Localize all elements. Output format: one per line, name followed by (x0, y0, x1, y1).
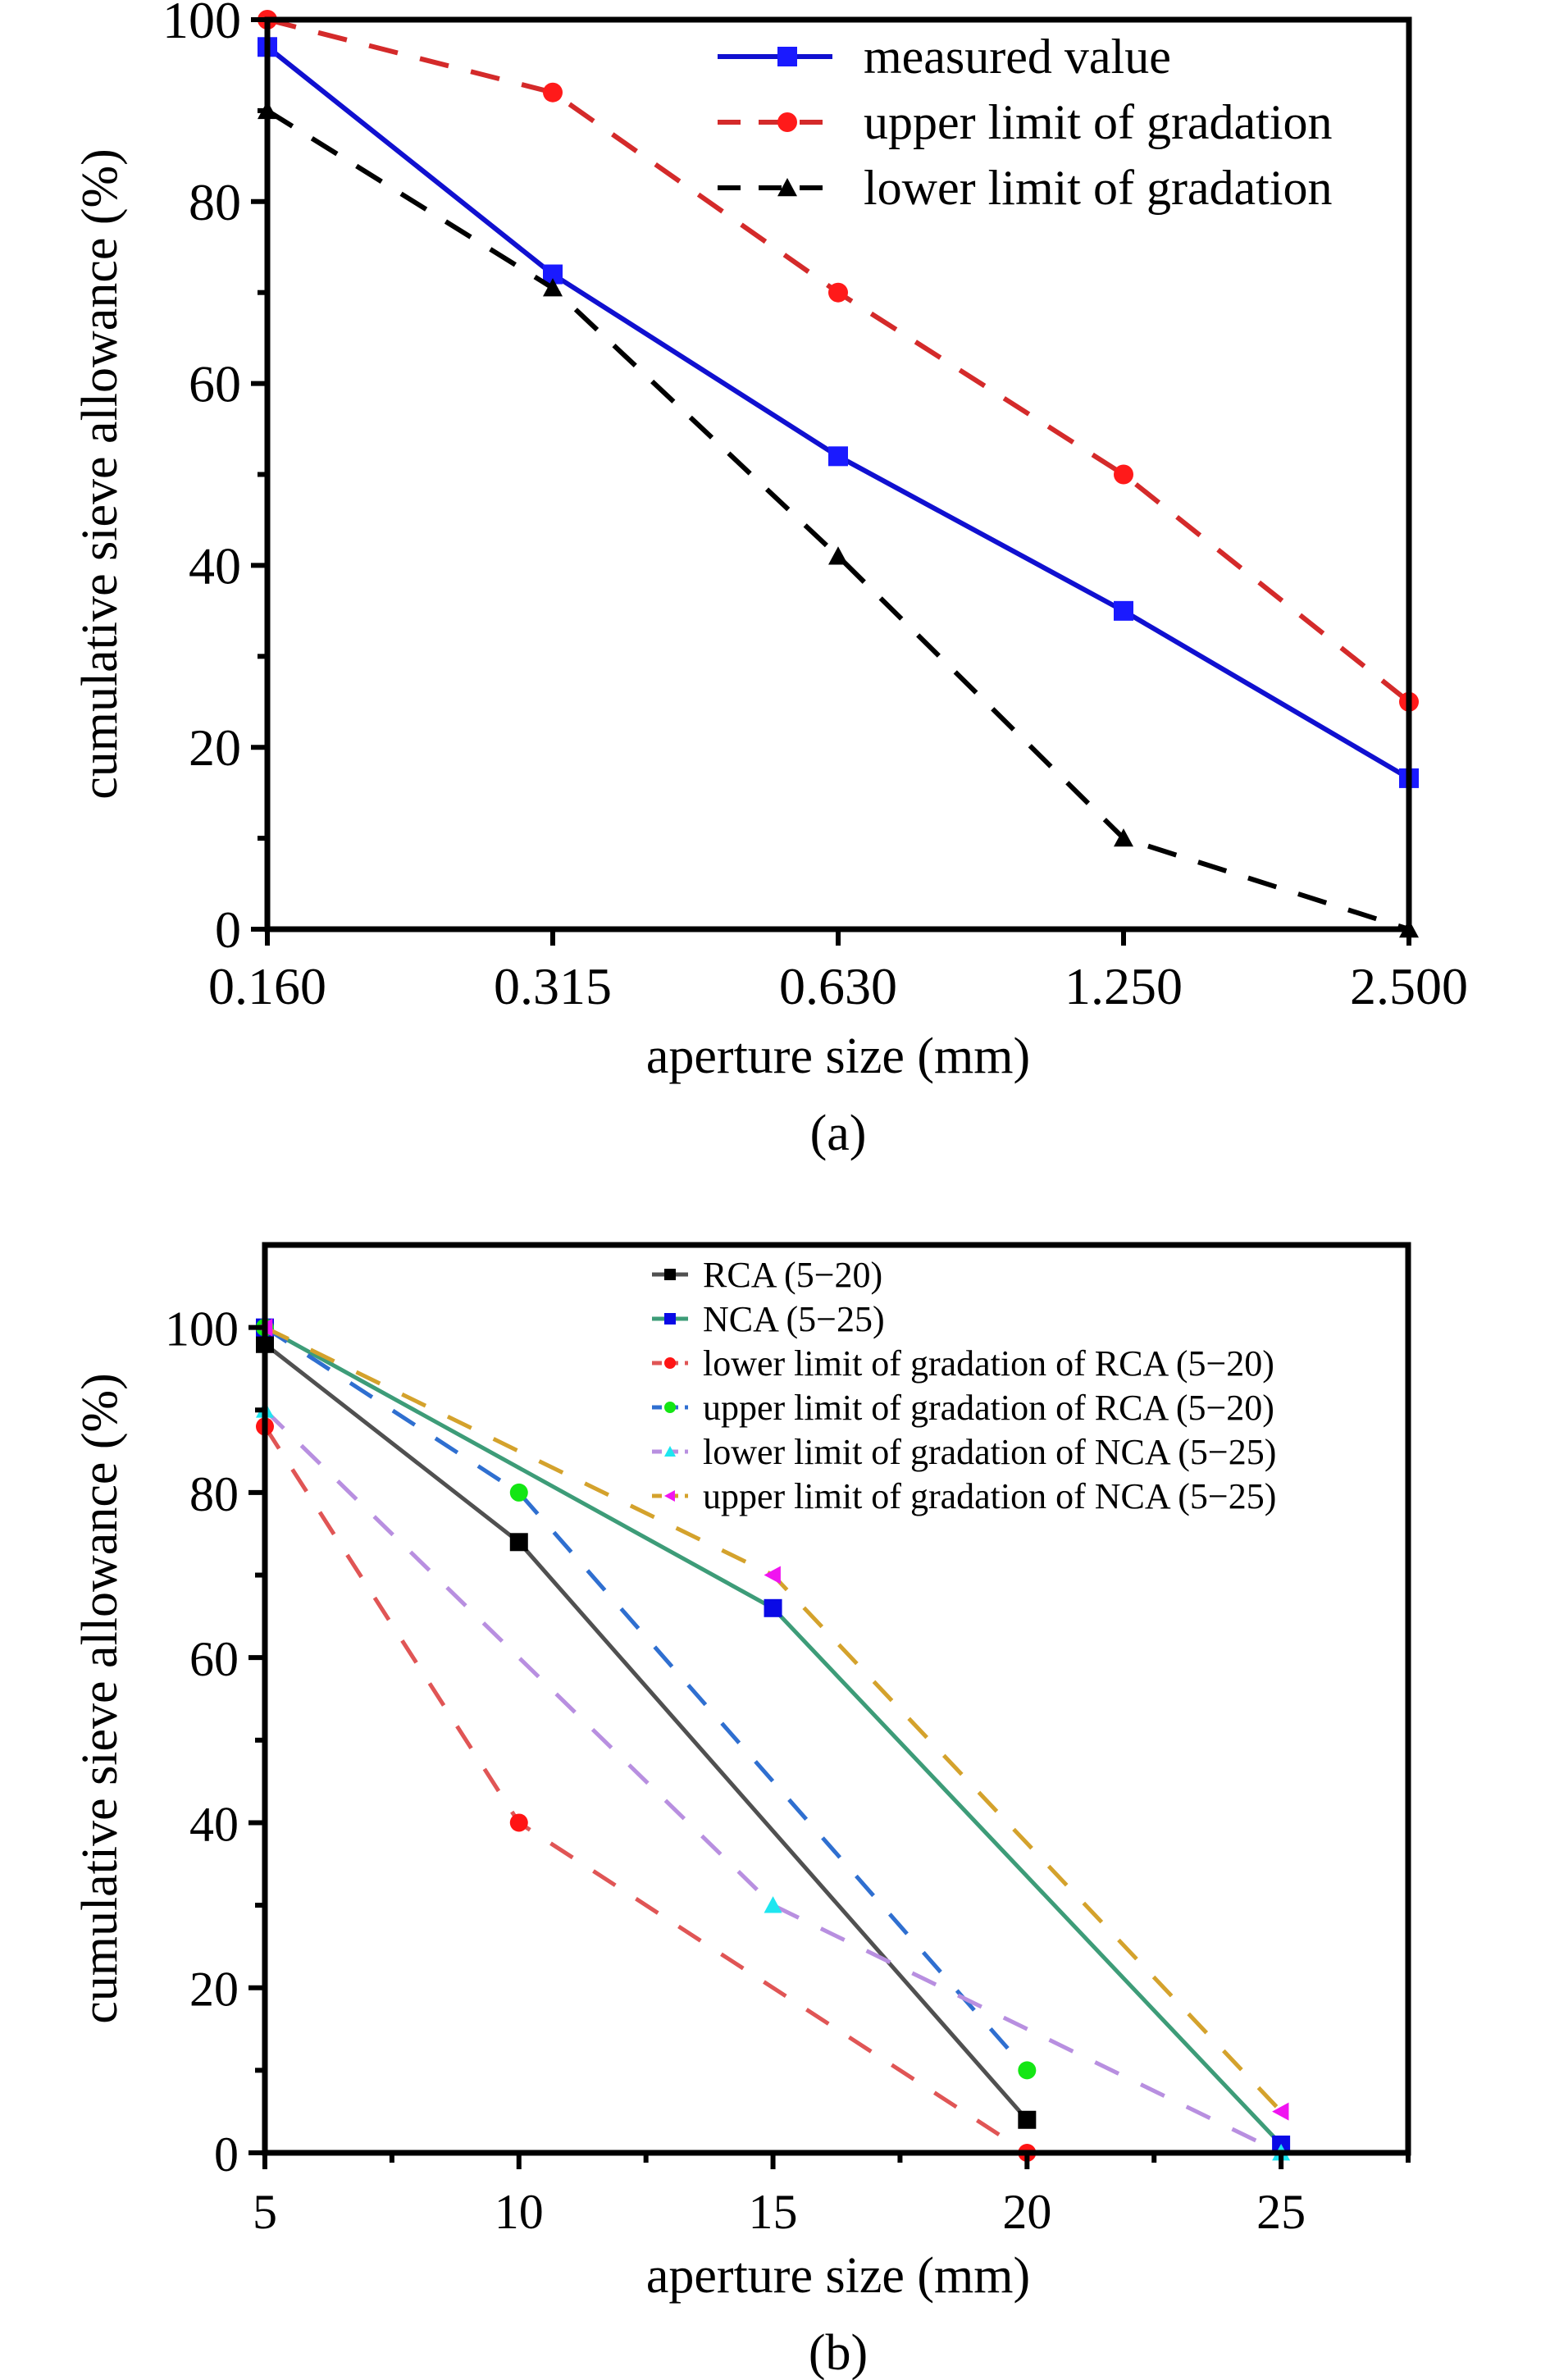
y-tick-label: 100 (162, 0, 241, 49)
legend-item: upper limit of gradation of RCA (5−20) (652, 1388, 1274, 1428)
data-point (509, 1813, 528, 1832)
data-point (828, 446, 848, 467)
series-line (262, 1425, 1028, 2155)
legend-label: lower limit of gradation (864, 161, 1333, 215)
data-point (1114, 600, 1133, 621)
x-axis-ticks: 0.160 0.315 0.630 1.250 2.500 (208, 929, 1468, 1015)
y-tick-label: 60 (189, 1632, 239, 1686)
x-axis-title: aperture size (mm) (646, 2248, 1030, 2304)
panel-caption: (a) (810, 1106, 867, 1161)
y-tick-label: 0 (215, 900, 241, 959)
legend-item: upper limit of gradation of NCA (5−25) (652, 1476, 1276, 1516)
plot-frame (262, 1242, 1411, 2156)
y-axis-ticks: 0 20 40 60 80 100 (162, 0, 267, 959)
y-axis-title: cumulative sieve allowance (%) (72, 1373, 128, 2024)
x-tick-label: 5 (253, 2185, 277, 2239)
y-tick-label: 40 (189, 536, 241, 595)
y-axis-title: cumulative sieve allowance (%) (72, 148, 128, 800)
legend-item: lower limit of gradation of RCA (5−20) (652, 1343, 1274, 1384)
x-tick-label: 10 (495, 2185, 544, 2239)
data-point (1018, 2110, 1037, 2129)
series-line (266, 108, 1410, 932)
legend-marker (664, 1402, 676, 1413)
legend-label: lower limit of gradation of NCA (5−25) (703, 1432, 1276, 1472)
legend-marker (664, 1446, 676, 1457)
series-lower-limit-of-gradation-of-rca-5-20 (256, 1417, 1037, 2162)
x-axis-ticks: 5 10 15 20 25 (253, 2153, 1411, 2239)
x-tick-label: 20 (1002, 2185, 1051, 2239)
legend-label: lower limit of gradation of RCA (5−20) (703, 1343, 1274, 1384)
y-tick-label: 80 (189, 173, 241, 231)
y-tick-label: 40 (189, 1797, 239, 1851)
legend-label: NCA (5−25) (703, 1299, 885, 1339)
data-point (1114, 464, 1133, 485)
legend-label: upper limit of gradation of RCA (5−20) (703, 1388, 1274, 1428)
legend: RCA (5−20)NCA (5−25)lower limit of grada… (652, 1255, 1276, 1516)
panel-a: 0 20 40 60 80 100 0.160 0.315 0.630 1.250 2.500 a… (72, 0, 1468, 1161)
series-layer (258, 10, 1419, 938)
series-line (263, 1408, 1283, 2155)
data-point (509, 1483, 528, 1502)
data-point (764, 1566, 781, 1584)
legend-marker (777, 112, 797, 132)
y-tick-label: 20 (189, 1963, 239, 2017)
data-point (1272, 2102, 1289, 2121)
data-point (543, 278, 563, 297)
x-tick-label: 15 (749, 2185, 798, 2239)
y-tick-label: 80 (189, 1467, 239, 1521)
legend-marker (777, 178, 797, 197)
legend: measured value upper limit of gradation lo… (718, 30, 1333, 215)
data-point (828, 546, 848, 565)
y-axis-ticks: 0 20 40 60 80 100 (165, 1302, 265, 2182)
legend-item: NCA (5−25) (652, 1299, 885, 1339)
series-line (263, 1325, 1029, 2072)
legend-marker (664, 1490, 675, 1502)
legend-item: lower limit of gradation of NCA (5−25) (652, 1432, 1276, 1472)
x-tick-label: 2.500 (1350, 957, 1468, 1015)
series-line (266, 44, 1411, 781)
data-point (828, 282, 848, 303)
data-point (764, 1896, 782, 1913)
legend-item: upper limit of gradation (718, 95, 1333, 149)
x-tick-label: 0.630 (779, 957, 897, 1015)
panel-b: 0 20 40 60 80 100 5 10 15 20 25 aperture size (mm… (72, 1242, 1411, 2380)
legend-label: upper limit of gradation of NCA (5−25) (703, 1476, 1276, 1516)
legend-label: RCA (5−20) (703, 1255, 882, 1295)
x-tick-label: 25 (1256, 2185, 1306, 2239)
series-lower-limit-of-gradation (258, 100, 1419, 938)
data-point (1114, 828, 1133, 847)
legend-item: RCA (5−20) (652, 1255, 882, 1295)
data-point (509, 1533, 528, 1552)
x-tick-label: 0.160 (208, 957, 326, 1015)
legend-marker (777, 47, 797, 66)
legend-marker (664, 1357, 676, 1369)
plot-frame (264, 16, 1412, 932)
data-point (543, 82, 563, 103)
x-tick-label: 1.250 (1064, 957, 1183, 1015)
legend-item: lower limit of gradation (718, 161, 1333, 215)
legend-item: measured value (718, 30, 1171, 84)
series-rca-5-20 (256, 1334, 1037, 2129)
x-axis-title: aperture size (mm) (646, 1028, 1030, 1084)
y-tick-label: 60 (189, 355, 241, 413)
y-tick-label: 20 (189, 718, 241, 777)
x-tick-label: 0.315 (494, 957, 612, 1015)
y-tick-label: 100 (165, 1302, 239, 1356)
panel-caption: (b) (809, 2325, 868, 2380)
legend-marker (664, 1313, 676, 1325)
data-point (1018, 2061, 1037, 2080)
y-tick-label: 0 (214, 2127, 239, 2182)
series-upper-limit-of-gradation (258, 10, 1419, 712)
data-point (764, 1598, 782, 1617)
legend-label: upper limit of gradation (864, 95, 1333, 149)
legend-label: measured value (864, 30, 1171, 84)
series-measured-value (258, 37, 1419, 788)
legend-marker (664, 1269, 676, 1280)
